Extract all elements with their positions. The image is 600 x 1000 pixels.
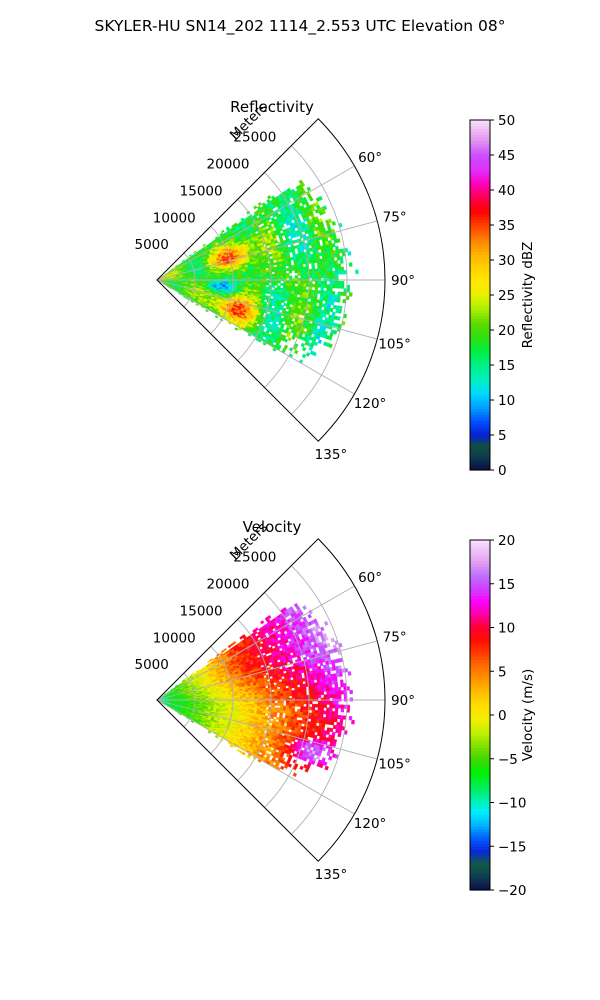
colorbar-tick-label: −5 [498, 752, 518, 768]
colorbar-tick-label: −15 [498, 839, 527, 855]
colorbar-label: Velocity (m/s) [520, 669, 536, 762]
polar-grid [156, 565, 385, 835]
range-tick-label: 25000 [233, 550, 276, 566]
azimuth-tick-label: 75° [383, 629, 407, 645]
azimuth-tick-label: 90° [391, 693, 415, 709]
colorbar-tick-label: −10 [498, 796, 527, 812]
azimuth-tick-label: 90° [391, 273, 415, 289]
azimuth-tick-label: 135° [315, 867, 348, 883]
range-tick-label: 15000 [180, 603, 223, 619]
figure-title: SKYLER-HU SN14_202 1114_2.553 UTC Elevat… [95, 17, 506, 36]
panel-title: Velocity [243, 518, 302, 536]
colorbar-tick-label: 25 [498, 288, 515, 304]
colorbar-tick-label: 50 [498, 113, 515, 129]
azimuth-tick-label: 135° [315, 447, 348, 463]
azimuth-tick-label: 105° [378, 337, 411, 353]
colorbar-tick-label: 10 [498, 393, 515, 409]
range-tick-label: 5000 [135, 237, 169, 253]
colorbar-tick-label: 15 [498, 577, 515, 593]
colorbar-tick-label: 5 [498, 428, 507, 444]
colorbar: −20 −15 −10 −5 0 5 10 15 20 Velocity (m/s) [469, 533, 536, 899]
colorbar-tick-label: 0 [498, 463, 507, 479]
colorbar-tick-label: 30 [498, 253, 515, 269]
reflectivity-panel: Reflectivity500010000150002000025000Mete… [135, 98, 536, 479]
range-tick-label: 25000 [233, 130, 276, 146]
range-tick-label: 20000 [207, 577, 250, 593]
range-tick-label: 5000 [135, 657, 169, 673]
azimuth-tick-label: 60° [358, 150, 382, 166]
velocity-panel: Velocity500010000150002000025000Meters60… [135, 518, 536, 899]
colorbar-label: Reflectivity dBZ [520, 242, 536, 349]
polar-frame [156, 538, 386, 862]
colorbar-tick-label: 10 [498, 621, 515, 637]
azimuth-tick-label: 105° [378, 757, 411, 773]
colorbar-tick-label: 40 [498, 183, 515, 199]
radar-field [158, 602, 355, 777]
colorbar-tick-label: 45 [498, 148, 515, 164]
range-tick-label: 15000 [180, 183, 223, 199]
range-tick-label: 20000 [207, 157, 250, 173]
colorbar-tick-label: 20 [498, 533, 515, 549]
colorbar-tick-label: 35 [498, 218, 515, 234]
colorbar-tick-label: −20 [498, 883, 527, 899]
colorbar-tick-label: 0 [498, 708, 507, 724]
range-tick-label: 10000 [153, 630, 196, 646]
polar-grid [156, 145, 385, 415]
azimuth-tick-label: 120° [354, 816, 387, 832]
polar-frame [156, 118, 386, 442]
range-tick-label: 10000 [153, 210, 196, 226]
azimuth-tick-label: 60° [358, 570, 382, 586]
azimuth-tick-label: 75° [383, 209, 407, 225]
colorbar-tick-label: 15 [498, 358, 515, 374]
colorbar: 0 5 10 15 20 25 30 35 40 45 50 Reflectivity dBZ [469, 113, 536, 479]
azimuth-tick-label: 120° [354, 396, 387, 412]
colorbar-tick-label: 5 [498, 664, 507, 680]
panel-title: Reflectivity [230, 98, 314, 116]
colorbar-tick-label: 20 [498, 323, 515, 339]
